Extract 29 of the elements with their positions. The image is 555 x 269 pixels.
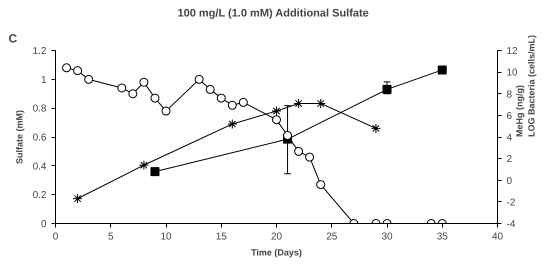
y2-tick-label: 10	[506, 68, 518, 79]
x-tick-label: 25	[326, 232, 338, 242]
y-tick-label: 0.6	[32, 132, 47, 144]
chart-title: 100 mg/L (1.0 mM) Additional Sulfate	[177, 8, 369, 20]
x-tick-label: 0	[52, 232, 59, 242]
y-tick-label: 0.4	[32, 161, 47, 172]
y2-tick-label: -4	[506, 219, 516, 230]
x-tick-label: 30	[381, 232, 393, 242]
y-tick-label: 0.2	[32, 190, 47, 202]
x-tick-label: 20	[270, 232, 282, 242]
y2-tick-label: 6	[506, 110, 512, 122]
x-tick-label: 40	[492, 232, 504, 242]
y-tick-label: 1	[40, 74, 47, 86]
y2-tick-label: 0	[506, 176, 512, 187]
y-tick-label: 1.2	[32, 46, 47, 57]
y-tick-label: 0.8	[32, 104, 47, 115]
x-tick-label: 35	[436, 232, 448, 242]
x-tick-label: 10	[160, 232, 172, 242]
y-axis-title: Sulfate (mM)	[14, 110, 25, 164]
text: C	[8, 32, 18, 46]
y2-tick-label: -2	[506, 197, 516, 208]
y2-tick-label: 8	[506, 89, 512, 100]
x-tick-label: 15	[216, 232, 228, 242]
x-axis-title: Time (Days)	[251, 248, 302, 258]
y2-tick-label: 4	[506, 132, 512, 144]
y2-tick-label: 12	[506, 46, 518, 57]
y-tick-label: 0	[40, 219, 47, 230]
y2-tick-label: 2	[506, 154, 512, 166]
x-tick-label: 5	[108, 232, 114, 242]
